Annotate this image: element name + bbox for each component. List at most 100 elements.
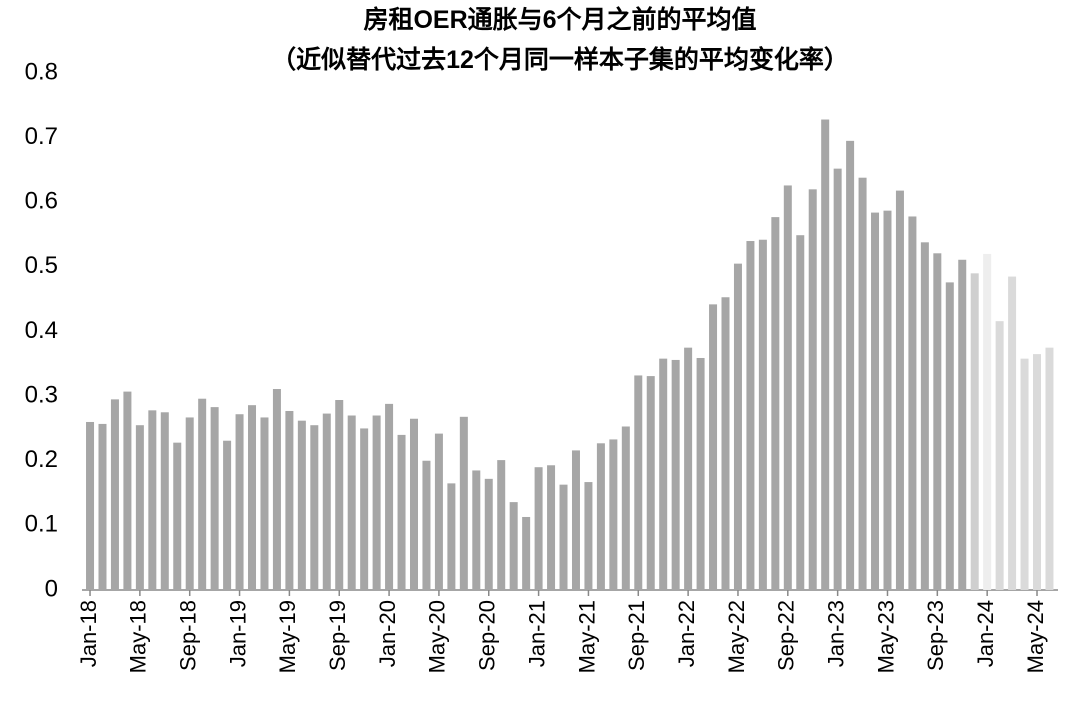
bar [958, 259, 967, 590]
bar [372, 415, 381, 590]
bar [484, 478, 493, 590]
y-tick-label: 0.1 [25, 511, 58, 538]
x-tick-label: May-24 [1023, 600, 1048, 673]
x-tick-label: May-18 [126, 600, 151, 673]
x-tick-label: May-21 [574, 600, 599, 673]
bar [335, 400, 344, 590]
x-tick-label: Sep-18 [176, 600, 201, 671]
x-tick-label: Jan-20 [375, 600, 400, 667]
bar [621, 426, 630, 590]
y-tick-label: 0.2 [25, 446, 58, 473]
bar [833, 168, 842, 590]
bar [248, 405, 257, 590]
bar [995, 321, 1004, 590]
x-tick-label: Sep-19 [325, 600, 350, 671]
x-tick-label: Sep-22 [774, 600, 799, 671]
bar [933, 253, 942, 590]
bar [397, 434, 406, 590]
bar [360, 428, 369, 590]
x-tick-label: Jan-19 [225, 600, 250, 667]
x-tick-label: May-19 [275, 600, 300, 673]
bar [796, 235, 805, 591]
bar [173, 442, 182, 590]
bar [659, 358, 668, 590]
x-tick-label: Sep-21 [624, 600, 649, 671]
bar [447, 483, 456, 590]
bar [721, 297, 730, 590]
bar [671, 359, 680, 590]
bar [347, 415, 356, 590]
y-tick-label: 0.4 [25, 317, 58, 344]
bar [123, 391, 132, 590]
x-tick-label: Jan-18 [76, 600, 101, 667]
bar [1020, 358, 1029, 590]
bar [571, 450, 580, 590]
x-tick-label: Sep-23 [923, 600, 948, 671]
bar [223, 440, 232, 590]
y-tick-label: 0.7 [25, 123, 58, 150]
bar [1008, 276, 1017, 590]
bar [459, 416, 468, 590]
bar [285, 410, 294, 590]
bar [646, 376, 655, 590]
bar [858, 177, 867, 590]
y-tick-label: 0.3 [25, 381, 58, 408]
bar [920, 242, 929, 590]
bar [871, 212, 880, 590]
bar [272, 389, 281, 590]
bar [210, 407, 219, 590]
bar [110, 399, 119, 590]
chart-subtitle: （近似替代过去12个月同一样本子集的平均变化率） [271, 45, 849, 74]
bar [235, 414, 244, 590]
bar [596, 443, 605, 590]
bar [422, 460, 431, 590]
bar [709, 304, 718, 590]
bar [310, 425, 319, 590]
bar [185, 417, 194, 590]
y-tick-label: 0.6 [25, 188, 58, 215]
bar [983, 253, 992, 590]
x-tick-label: Jan-22 [674, 600, 699, 667]
bar [696, 357, 705, 590]
y-tick-label: 0 [45, 575, 58, 602]
bar [895, 190, 904, 590]
bar [297, 420, 306, 590]
x-tick-label: May-23 [873, 600, 898, 673]
bar [584, 482, 593, 590]
bar [684, 347, 693, 590]
bar [945, 282, 954, 590]
chart-title: 房租OER通胀与6个月之前的平均值 [363, 5, 756, 34]
bar [135, 425, 144, 590]
bar [472, 470, 481, 590]
bar [609, 439, 618, 590]
bar [970, 273, 979, 590]
bar [86, 421, 95, 590]
bar [534, 467, 543, 590]
bar [733, 263, 742, 590]
bar [783, 185, 792, 590]
bar [148, 410, 157, 590]
bar [634, 375, 643, 590]
bar [547, 465, 556, 590]
bar [808, 189, 817, 590]
bar [771, 217, 780, 590]
bar [260, 417, 269, 590]
bar [98, 423, 107, 590]
x-tick-label: Sep-20 [475, 600, 500, 671]
y-tick-label: 0.8 [25, 58, 58, 85]
bar [522, 516, 531, 590]
bar [509, 502, 518, 590]
bar [883, 210, 892, 590]
bar [559, 484, 568, 590]
bar [160, 412, 169, 590]
bar [409, 418, 418, 590]
bar [198, 398, 207, 590]
bar [908, 216, 917, 590]
x-tick-label: Jan-21 [524, 600, 549, 667]
x-tick-label: Jan-24 [973, 600, 998, 667]
y-tick-label: 0.5 [25, 252, 58, 279]
bar [434, 433, 443, 590]
bar [758, 239, 767, 591]
x-tick-label: Jan-23 [823, 600, 848, 667]
